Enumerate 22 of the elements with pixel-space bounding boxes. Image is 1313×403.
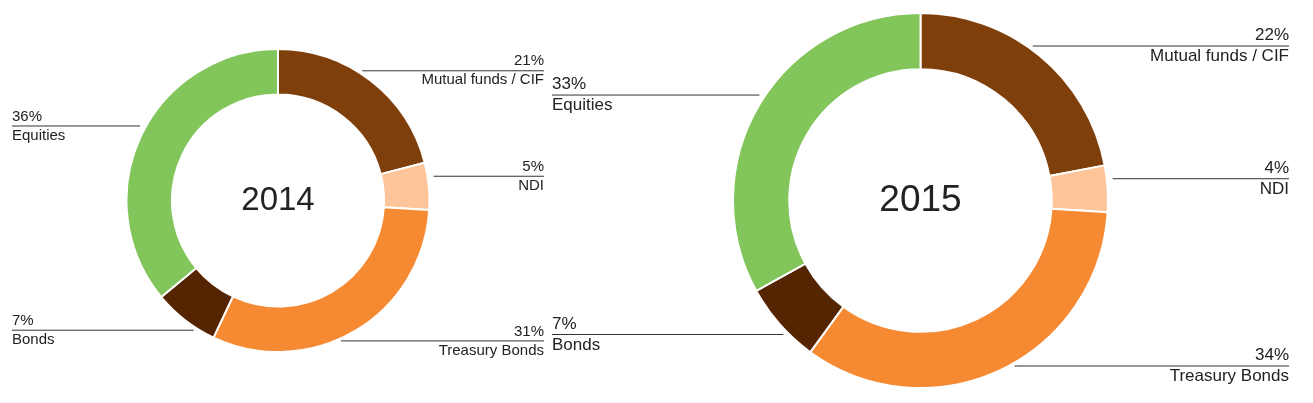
slice-label: Bonds [552,334,601,354]
data-label: 22% [1254,25,1289,45]
slice-label: Mutual funds / CIF [1150,46,1289,66]
slice-label: Treasury Bonds [1169,366,1289,386]
data-label: 33% [552,74,587,94]
slice-label: Equities [12,125,66,143]
slice-label: NDI [518,175,544,193]
data-label: 7% [12,310,34,328]
data-label: 21% [513,51,544,69]
slice-label: NDI [1259,178,1289,198]
data-label: 5% [522,156,544,174]
data-label: 4% [1264,157,1289,177]
data-label: 36% [12,106,43,124]
slice-label: Mutual funds / CIF [421,70,544,88]
slice-label: Treasury Bonds [438,340,544,358]
slice-label: Equities [552,95,613,115]
slice-label: Bonds [12,329,55,347]
data-label: 7% [552,313,577,333]
data-label: 31% [513,321,544,339]
text: 2014 [241,179,315,217]
text: 2015 [879,177,962,219]
data-label: 34% [1254,345,1289,365]
